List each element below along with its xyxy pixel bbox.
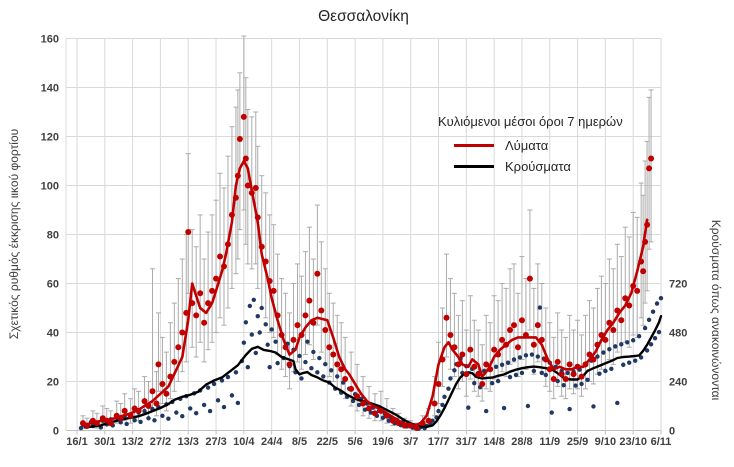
tick-label: 23/10	[619, 436, 647, 448]
tick-label: 22/5	[317, 436, 338, 448]
chart-title: Θεσσαλονίκη	[318, 8, 409, 25]
tick-label: 100	[41, 181, 59, 193]
tick-label: 10/4	[233, 436, 255, 448]
tick-label: 20	[47, 377, 59, 389]
tick-label: 240	[669, 377, 687, 389]
tick-label: 80	[47, 230, 59, 242]
legend: Κυλιόμενοι μέσοι όροι 7 ημερών Λύματα Κρ…	[438, 114, 623, 177]
tick-label: 5/6	[347, 436, 362, 448]
cases-line-swatch	[454, 165, 494, 168]
tick-label: 30/1	[94, 436, 115, 448]
tick-label: 160	[41, 34, 59, 46]
tick-label: 13/2	[122, 436, 143, 448]
tick-label: 27/3	[205, 436, 226, 448]
tick-label: 28/8	[511, 436, 532, 448]
tick-label: 140	[41, 83, 59, 95]
tick-label: 3/7	[403, 436, 418, 448]
tick-label: 480	[669, 328, 687, 340]
y-axis-right-label: Κρούσματα όπως ανακοινώνονται	[709, 219, 723, 401]
tick-label: 8/5	[292, 436, 307, 448]
tick-label: 25/9	[567, 436, 588, 448]
tick-label: 40	[47, 328, 59, 340]
tick-label: 0	[669, 426, 675, 438]
legend-title: Κυλιόμενοι μέσοι όροι 7 ημερών	[438, 114, 623, 129]
tick-label: 14/8	[483, 436, 504, 448]
wastewater-line-swatch	[454, 144, 494, 147]
y-axis-left-label: Σχετικός ρυθμός έκκρισης ιικού φορτίου	[7, 128, 21, 340]
legend-item-cases: Κρούσματα	[438, 156, 623, 177]
legend-label-cases: Κρούσματα	[505, 159, 571, 174]
tick-label: 11/9	[539, 436, 560, 448]
legend-item-wastewater: Λύματα	[438, 135, 623, 156]
tick-label: 60	[47, 279, 59, 291]
tick-label: 13/3	[178, 436, 199, 448]
tick-label: 19/6	[372, 436, 393, 448]
tick-label: 17/7	[428, 436, 449, 448]
axis-tick-labels: 0 20 40 60 80 100 120 140 160 0 240 480 720 16/1 30/1 1…	[41, 34, 688, 449]
tick-label: 16/1	[66, 436, 87, 448]
wastewater-dots	[79, 113, 655, 432]
tick-label: 9/10	[595, 436, 616, 448]
tick-label: 24/4	[261, 436, 283, 448]
tick-label: 720	[669, 279, 687, 291]
wastewater-average-line	[83, 159, 649, 427]
legend-label-wastewater: Λύματα	[505, 138, 549, 153]
tick-label: 120	[41, 132, 59, 144]
tick-label: 31/7	[456, 436, 477, 448]
tick-label: 6/11	[651, 436, 672, 448]
tick-label: 27/2	[150, 436, 171, 448]
tick-label: 0	[53, 426, 59, 438]
